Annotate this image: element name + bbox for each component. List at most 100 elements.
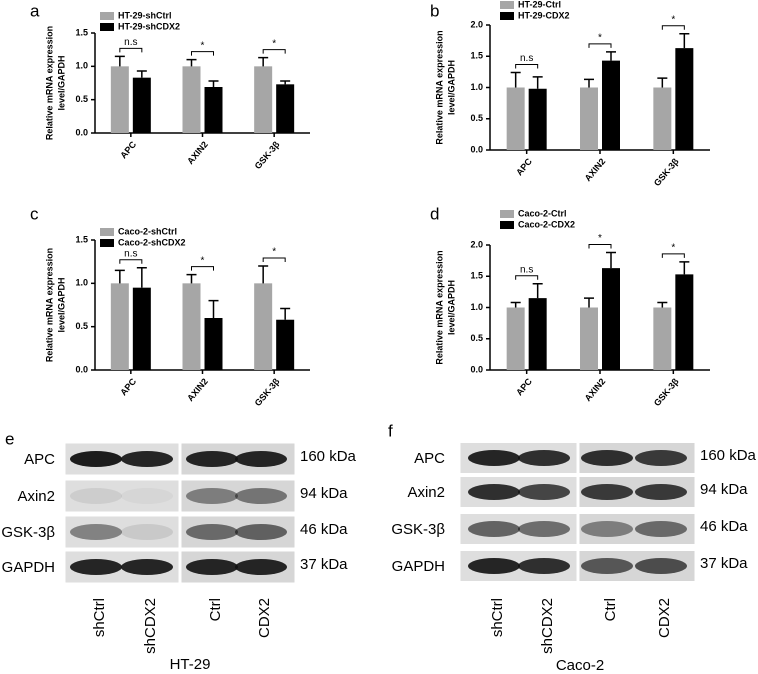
bar — [528, 298, 547, 370]
error-bar — [114, 55, 125, 67]
error-bar — [136, 266, 147, 288]
blot-band — [518, 558, 570, 574]
error-bar — [532, 76, 543, 89]
significance-bracket — [119, 47, 143, 53]
error-bar — [258, 265, 269, 284]
cell-line-label: HT-29 — [170, 656, 211, 673]
x-tick-label: APC — [118, 139, 138, 160]
y-tick-label: 1.0 — [75, 61, 88, 71]
x-tick-label: GSK-3β — [253, 376, 282, 408]
bar — [254, 66, 273, 133]
y-axis-label: level/GAPDH — [56, 277, 66, 332]
significance-bracket — [262, 49, 286, 54]
blot-band — [186, 488, 238, 504]
error-bar — [208, 80, 219, 87]
blot-band — [70, 488, 122, 504]
blot-band — [581, 484, 633, 500]
blot-band — [186, 451, 238, 467]
row-label: GAPDH — [2, 559, 55, 576]
legend-swatch — [100, 239, 114, 247]
y-tick-label: 0.5 — [75, 321, 88, 331]
legend-label: HT-29-Ctrl — [518, 0, 561, 9]
legend-swatch — [100, 23, 114, 31]
row-label: GAPDH — [392, 558, 445, 575]
x-tick-label: AXIN2 — [185, 139, 210, 166]
bar — [110, 283, 129, 370]
error-bar — [584, 78, 594, 88]
blot-band — [581, 558, 633, 574]
legend-label: HT-29-shCtrl — [118, 10, 172, 20]
significance-bracket — [191, 266, 214, 271]
lane-label: shCDX2 — [142, 598, 159, 654]
bar — [653, 307, 672, 370]
blot-band — [635, 558, 687, 574]
blot-band — [186, 524, 238, 540]
panel-letter: b — [430, 1, 439, 20]
error-bar — [280, 307, 291, 320]
bar — [506, 307, 525, 370]
error-bar — [114, 269, 125, 284]
y-axis-label: level/GAPDH — [446, 280, 456, 335]
error-bar — [510, 301, 521, 308]
blot-band — [518, 450, 570, 466]
x-tick-label: APC — [514, 376, 534, 397]
significance-label: * — [272, 247, 276, 258]
error-bar — [136, 70, 147, 78]
blot-band — [518, 484, 570, 500]
error-bar — [606, 51, 616, 61]
bar — [602, 268, 620, 370]
legend-label: Caco-2-CDX2 — [518, 219, 575, 229]
bar — [580, 87, 598, 150]
x-tick-label: GSK-3β — [253, 139, 282, 171]
y-tick-label: 0.5 — [470, 113, 483, 123]
row-label: Axin2 — [17, 488, 55, 505]
y-tick-label: 1.0 — [470, 82, 483, 92]
y-tick-label: 1.5 — [470, 51, 483, 61]
legend-label: Caco-2-shCtrl — [118, 226, 177, 236]
significance-label: n.s — [520, 264, 533, 275]
blot-band — [235, 524, 287, 540]
significance-label: * — [598, 233, 602, 244]
size-label: 37 kDa — [300, 556, 348, 573]
blot-band — [468, 484, 520, 500]
error-bar — [280, 80, 291, 85]
significance-bracket — [191, 51, 214, 56]
error-bar — [258, 56, 269, 67]
y-tick-label: 1.5 — [75, 27, 88, 37]
blot-band — [468, 521, 520, 537]
bar — [602, 60, 620, 150]
significance-label: * — [671, 14, 675, 25]
significance-bracket — [588, 244, 612, 249]
size-label: 160 kDa — [300, 448, 357, 465]
lane-label: shCDX2 — [539, 598, 556, 654]
error-bar — [186, 273, 197, 284]
y-axis-label: Relative mRNA expression — [44, 26, 54, 140]
blot-band — [235, 451, 287, 467]
y-axis-label: level/GAPDH — [446, 60, 456, 115]
legend-label: Caco-2-Ctrl — [518, 208, 567, 218]
blot-band — [468, 450, 520, 466]
bar — [580, 307, 598, 370]
blot-band — [121, 559, 173, 575]
significance-label: n.s — [124, 248, 137, 259]
blot-band — [121, 451, 173, 467]
panel-letter: c — [30, 204, 39, 223]
legend-swatch — [500, 210, 514, 218]
y-tick-label: 0.5 — [470, 333, 483, 343]
significance-bracket — [661, 253, 685, 258]
lane-label: CDX2 — [256, 598, 273, 638]
blot-band — [121, 524, 173, 540]
blot-band — [635, 484, 687, 500]
y-tick-label: 0.5 — [75, 94, 88, 104]
lane-label: Ctrl — [602, 598, 619, 621]
size-label: 46 kDa — [700, 518, 748, 535]
bar — [528, 88, 547, 150]
y-tick-label: 0.0 — [75, 364, 88, 374]
bar — [276, 319, 295, 370]
legend-label: HT-29-shCDX2 — [118, 21, 180, 31]
error-bar — [679, 33, 690, 49]
significance-label: n.s — [520, 53, 533, 64]
legend-swatch — [100, 12, 114, 20]
lane-label: shCtrl — [91, 598, 108, 637]
y-tick-label: 0.0 — [470, 144, 483, 154]
